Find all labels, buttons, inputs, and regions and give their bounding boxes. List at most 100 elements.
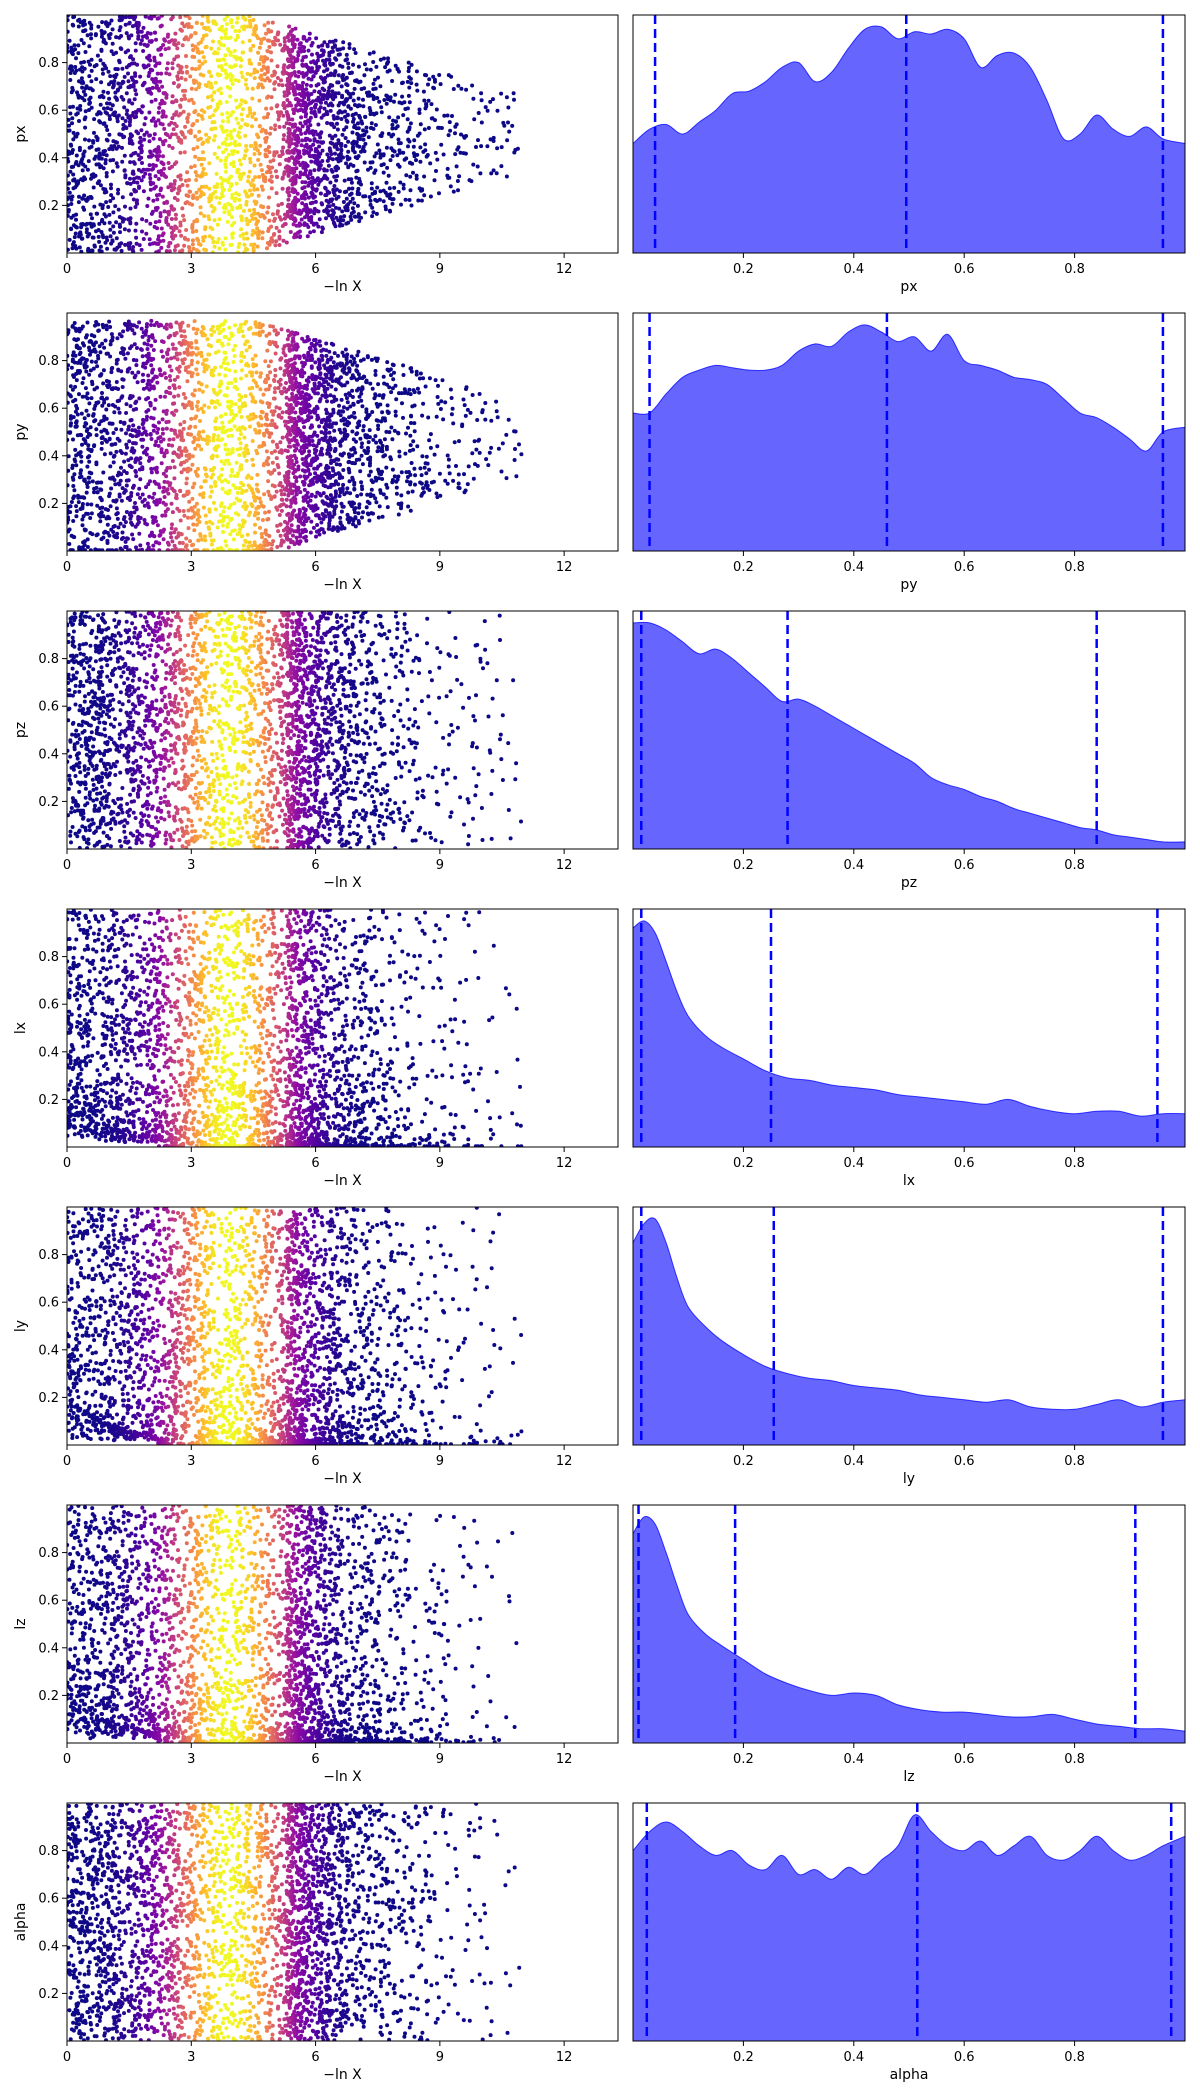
sample-point xyxy=(190,222,195,227)
sample-point xyxy=(334,205,338,210)
sample-point xyxy=(494,399,499,404)
sample-point xyxy=(315,139,320,144)
sample-point xyxy=(335,47,340,52)
sample-point xyxy=(312,89,317,94)
sample-point xyxy=(342,431,347,436)
sample-point xyxy=(307,31,312,36)
sample-point xyxy=(456,472,461,477)
sample-point xyxy=(366,167,370,172)
sample-point xyxy=(360,462,365,467)
sample-point xyxy=(367,106,372,110)
sample-point xyxy=(88,368,93,373)
sample-point xyxy=(332,394,336,399)
sample-point xyxy=(342,422,347,427)
sample-point xyxy=(281,65,286,70)
sample-point xyxy=(81,41,86,46)
sample-point xyxy=(327,53,332,58)
sample-point xyxy=(460,424,465,429)
sample-point xyxy=(79,468,83,473)
sample-point xyxy=(138,41,143,46)
sample-point xyxy=(112,79,117,84)
sample-point xyxy=(257,62,262,66)
sample-point xyxy=(344,89,349,94)
sample-point xyxy=(67,123,71,128)
sample-point xyxy=(156,118,161,123)
sample-point xyxy=(322,93,326,98)
sample-point xyxy=(346,139,351,144)
sample-point xyxy=(152,132,157,137)
sample-point xyxy=(368,381,373,386)
sample-point xyxy=(200,15,205,18)
sample-point xyxy=(335,362,340,367)
sample-point xyxy=(359,119,364,124)
sample-point xyxy=(472,439,477,444)
sample-point xyxy=(375,142,380,147)
sample-point xyxy=(105,522,110,527)
sample-point xyxy=(280,70,285,75)
sample-point xyxy=(296,70,301,74)
sample-point xyxy=(369,186,374,191)
sample-point xyxy=(108,227,113,232)
sample-point xyxy=(294,223,299,228)
sample-point xyxy=(315,132,320,137)
sample-point xyxy=(373,197,378,202)
sample-point xyxy=(338,515,343,520)
sample-point xyxy=(243,82,248,87)
sample-point xyxy=(107,319,112,324)
sample-point xyxy=(328,61,332,66)
sample-point xyxy=(228,243,233,247)
sample-point xyxy=(159,226,164,231)
sample-point xyxy=(354,457,359,462)
sample-point xyxy=(338,490,343,495)
sample-point xyxy=(104,20,108,25)
sample-point xyxy=(129,465,134,470)
sample-point xyxy=(371,81,376,86)
sample-point xyxy=(285,34,290,39)
sample-point xyxy=(368,198,373,203)
sample-point xyxy=(353,51,358,55)
sample-point xyxy=(128,241,133,246)
sample-point xyxy=(104,190,109,194)
sample-point xyxy=(359,133,364,138)
sample-point xyxy=(144,432,149,437)
sample-point xyxy=(359,492,364,497)
sample-point xyxy=(93,173,98,178)
sample-point xyxy=(341,482,346,487)
sample-point xyxy=(115,357,120,362)
sample-point xyxy=(224,147,229,152)
sample-point xyxy=(201,140,206,145)
sample-point xyxy=(423,142,428,147)
sample-point xyxy=(147,70,152,75)
sample-point xyxy=(73,384,78,389)
sample-point xyxy=(79,411,84,416)
sample-point xyxy=(487,450,492,455)
sample-point xyxy=(83,386,88,391)
sample-point xyxy=(286,134,291,139)
sample-point xyxy=(319,140,323,145)
sample-point xyxy=(155,197,160,202)
sample-point xyxy=(347,42,352,47)
sample-point xyxy=(120,66,125,71)
sample-point xyxy=(309,493,314,498)
sample-point xyxy=(504,95,509,100)
sample-point xyxy=(285,98,290,102)
sample-point xyxy=(205,15,210,18)
sample-point xyxy=(365,492,370,497)
sample-point xyxy=(190,202,195,207)
sample-point xyxy=(128,54,133,59)
sample-point xyxy=(390,480,395,485)
sample-point xyxy=(483,417,488,422)
sample-point xyxy=(96,234,101,239)
sample-point xyxy=(133,150,138,155)
sample-point xyxy=(91,412,96,417)
y-axis-label: px xyxy=(13,125,29,142)
sample-point xyxy=(74,217,78,222)
sample-point xyxy=(345,517,350,522)
sample-point xyxy=(134,474,139,479)
sample-point xyxy=(216,145,221,150)
sample-point xyxy=(109,107,114,112)
sample-point xyxy=(174,110,179,115)
sample-point xyxy=(178,104,183,109)
sample-point xyxy=(386,173,391,178)
sample-point xyxy=(408,482,413,487)
